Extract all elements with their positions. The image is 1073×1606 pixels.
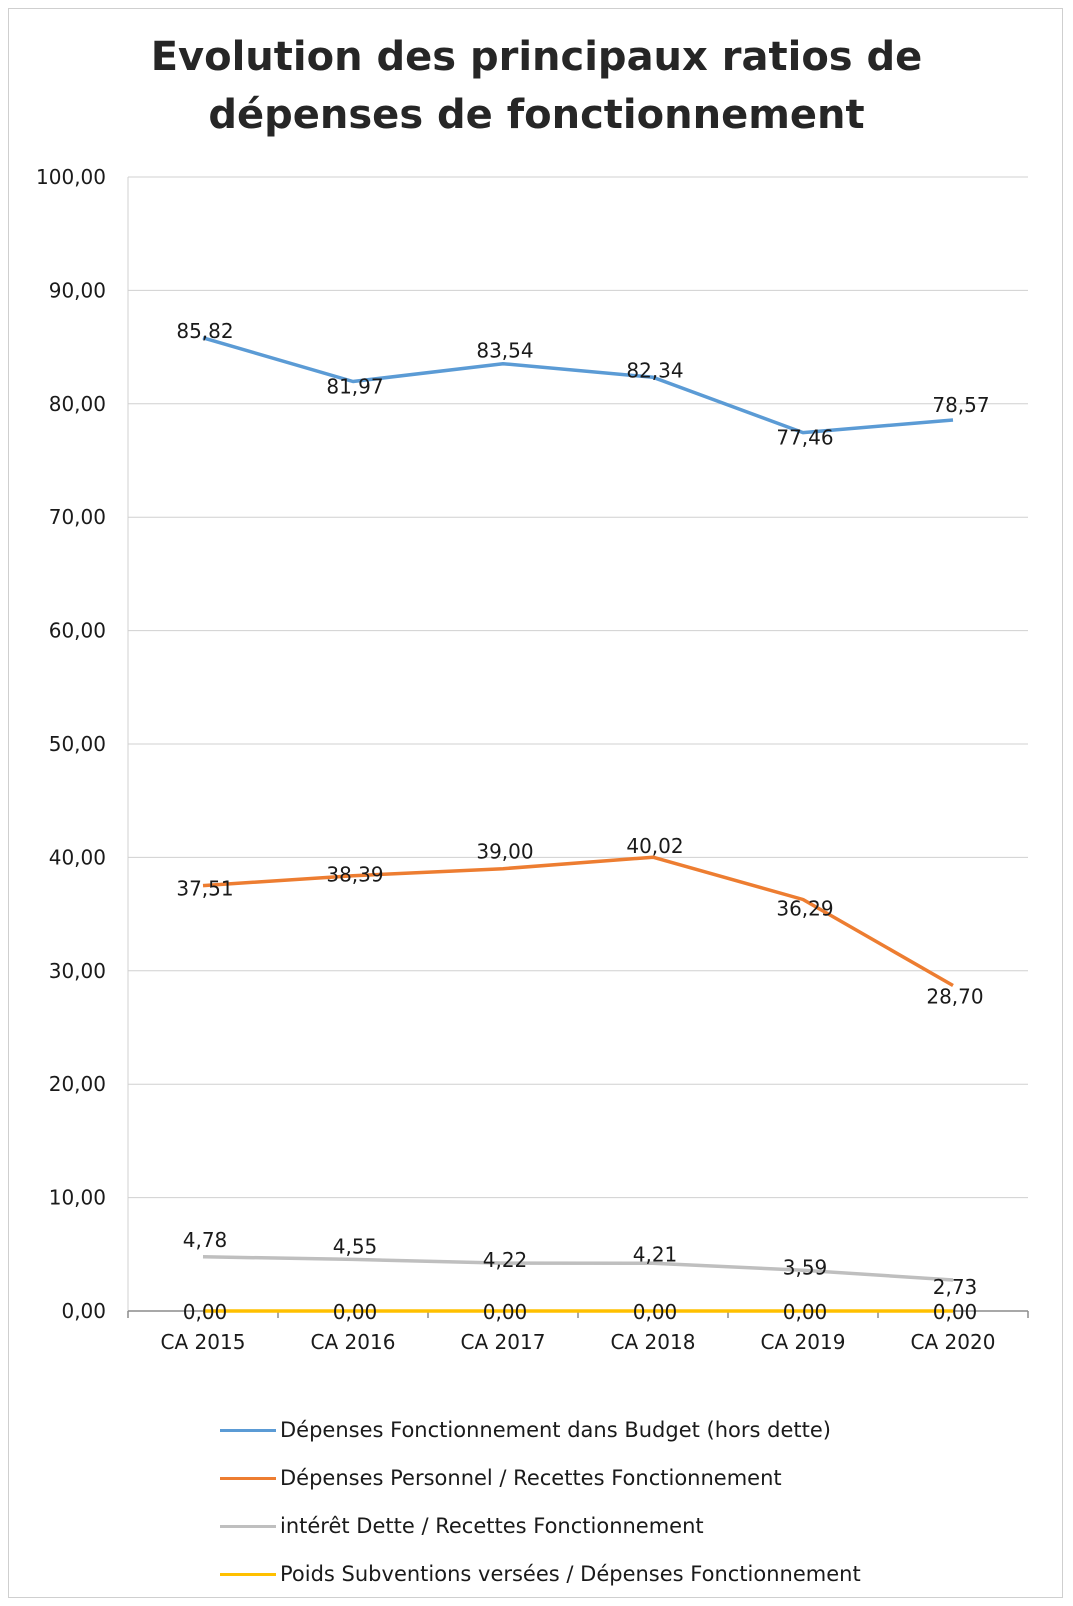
x-tick-label: CA 2019 [761, 1330, 846, 1354]
data-label: 4,22 [483, 1248, 528, 1272]
data-label: 28,70 [926, 985, 983, 1009]
x-tick-label: CA 2020 [911, 1330, 996, 1354]
series-line-1 [202, 336, 954, 435]
data-label: 82,34 [626, 358, 683, 382]
data-label: 4,78 [183, 1228, 228, 1252]
legend-swatch [220, 1428, 276, 1432]
legend-label: intérêt Dette / Recettes Fonctionnement [280, 1514, 704, 1538]
chart-frame [8, 8, 1063, 1598]
y-tick-label: 70,00 [49, 505, 106, 529]
data-label: 38,39 [326, 863, 383, 887]
data-label: 4,21 [633, 1242, 678, 1266]
legend-swatch [220, 1476, 276, 1480]
series-line-3 [202, 1255, 954, 1282]
series-lines [202, 336, 954, 1313]
y-tick-label: 100,00 [36, 165, 106, 189]
legend-item: Poids Subventions versées / Dépenses Fon… [220, 1550, 1040, 1598]
y-tick-label: 50,00 [49, 732, 106, 756]
gridlines [127, 176, 1028, 1311]
y-tick-label: 0,00 [61, 1299, 106, 1323]
data-label: 0,00 [333, 1300, 378, 1324]
data-label: 3,59 [783, 1255, 828, 1279]
legend-label: Dépenses Fonctionnement dans Budget (hor… [280, 1418, 831, 1442]
data-label: 40,02 [626, 834, 683, 858]
y-tick-label: 20,00 [49, 1072, 106, 1096]
data-label: 78,57 [932, 393, 989, 417]
x-tick-label: CA 2018 [611, 1330, 696, 1354]
data-label: 4,55 [333, 1234, 378, 1258]
legend-swatch [220, 1572, 276, 1576]
data-label: 0,00 [183, 1300, 228, 1324]
legend-item: Dépenses Personnel / Recettes Fonctionne… [220, 1454, 1040, 1502]
y-tick-label: 40,00 [49, 845, 106, 869]
chart-title: Evolution des principaux ratios de dépen… [0, 28, 1073, 144]
y-tick-label: 80,00 [49, 392, 106, 416]
data-label: 0,00 [483, 1300, 528, 1324]
legend-label: Dépenses Personnel / Recettes Fonctionne… [280, 1466, 782, 1490]
x-tick-label: CA 2016 [311, 1330, 396, 1354]
data-labels: 85,82 81,97 83,54 82,34 77,46 78,57 37,51 38,39… [176, 319, 989, 1324]
y-axis-ticks: 0,00 10,00 20,00 30,00 40,00 50,00 60,00 70,00 8… [36, 165, 106, 1323]
data-label: 0,00 [783, 1300, 828, 1324]
series-line-2 [202, 855, 954, 988]
chart-title-line-1: Evolution des principaux ratios de [150, 34, 923, 80]
data-label: 37,51 [176, 877, 233, 901]
data-label: 2,73 [933, 1275, 978, 1299]
chart-title-line-2: dépenses de fonctionnement [208, 92, 865, 138]
legend-item: intérêt Dette / Recettes Fonctionnement [220, 1502, 1040, 1550]
data-label: 0,00 [633, 1300, 678, 1324]
line-chart: 0,00 10,00 20,00 30,00 40,00 50,00 60,00 70,00 8… [36, 165, 1029, 1354]
data-label: 39,00 [476, 840, 533, 864]
legend-label: Poids Subventions versées / Dépenses Fon… [280, 1562, 861, 1586]
legend: Dépenses Fonctionnement dans Budget (hor… [220, 1406, 1040, 1598]
legend-item: Dépenses Fonctionnement dans Budget (hor… [220, 1406, 1040, 1454]
x-tick-label: CA 2015 [161, 1330, 246, 1354]
y-tick-label: 30,00 [49, 959, 106, 983]
data-label: 36,29 [776, 896, 833, 920]
data-label: 0,00 [933, 1300, 978, 1324]
data-label: 85,82 [176, 319, 233, 343]
data-label: 81,97 [326, 374, 383, 398]
data-label: 83,54 [476, 339, 533, 363]
x-axis: CA 2015 CA 2016 CA 2017 CA 2018 CA 2019 CA 20… [127, 1310, 1029, 1354]
data-label: 77,46 [776, 426, 833, 450]
y-tick-label: 90,00 [49, 278, 106, 302]
x-tick-label: CA 2017 [461, 1330, 546, 1354]
y-tick-label: 60,00 [49, 619, 106, 643]
y-tick-label: 10,00 [49, 1186, 106, 1210]
legend-swatch [220, 1524, 276, 1528]
